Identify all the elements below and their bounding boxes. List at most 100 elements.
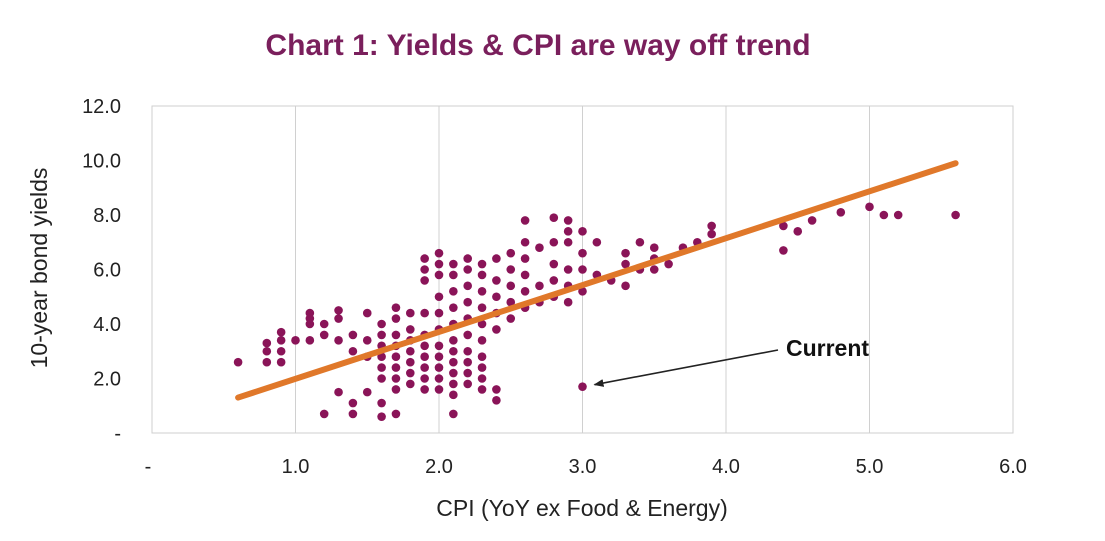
- data-point: [406, 357, 415, 367]
- data-point: [520, 270, 530, 280]
- data-point: [707, 229, 716, 239]
- data-point: [420, 341, 429, 351]
- plot-frame: [151, 105, 1014, 434]
- y-tick-label: 8.0: [93, 205, 121, 227]
- data-point: [449, 270, 458, 280]
- data-point: [549, 259, 559, 269]
- data-point: [391, 409, 401, 419]
- data-point: [463, 281, 473, 291]
- data-point: [592, 237, 602, 247]
- x-tick-label: 6.0: [999, 456, 1027, 478]
- data-point: [477, 352, 487, 362]
- data-point: [434, 292, 444, 302]
- data-point: [520, 287, 530, 296]
- data-point: [305, 336, 315, 345]
- data-point: [449, 379, 458, 389]
- data-point: [420, 374, 429, 383]
- data-point: [520, 237, 530, 247]
- data-point: [391, 374, 401, 383]
- data-point: [549, 213, 559, 223]
- data-point: [463, 297, 473, 307]
- data-point: [434, 308, 444, 318]
- data-point: [865, 202, 874, 212]
- data-point: [377, 412, 386, 421]
- data-point: [334, 387, 343, 397]
- trendline: [235, 160, 959, 401]
- data-point: [233, 357, 243, 367]
- data-point: [420, 254, 429, 263]
- y-tick-label: 6.0: [93, 260, 121, 282]
- data-point: [635, 237, 645, 247]
- data-point: [434, 270, 444, 280]
- data-point: [377, 330, 386, 340]
- y-tick-label: -: [114, 423, 121, 445]
- data-point: [391, 352, 401, 362]
- data-point: [391, 303, 401, 312]
- data-point: [506, 281, 516, 291]
- data-point: [563, 237, 573, 247]
- data-point: [362, 387, 372, 397]
- data-point: [879, 210, 889, 220]
- data-point: [406, 346, 415, 356]
- data-point: [549, 237, 559, 247]
- data-point: [793, 227, 803, 236]
- data-point: [492, 292, 501, 302]
- data-point: [434, 352, 444, 362]
- data-point: [578, 227, 587, 236]
- data-point: [391, 330, 401, 340]
- annotation-arrow: [593, 349, 779, 387]
- data-point: [262, 338, 272, 348]
- data-point: [535, 243, 544, 252]
- data-point: [406, 368, 415, 378]
- data-point: [463, 368, 473, 378]
- data-point: [434, 341, 444, 351]
- data-point: [649, 265, 659, 274]
- data-point: [477, 287, 487, 296]
- data-point: [262, 357, 272, 367]
- data-point: [319, 330, 329, 340]
- x-axis-title: CPI (YoY ex Food & Energy): [436, 495, 728, 521]
- x-tick-label: 5.0: [856, 456, 884, 478]
- data-point: [951, 210, 960, 220]
- data-point: [621, 281, 630, 291]
- data-point: [549, 276, 559, 285]
- data-point: [506, 314, 516, 323]
- data-point: [348, 398, 358, 408]
- x-tick-label: 3.0: [569, 456, 597, 478]
- data-point: [434, 259, 444, 269]
- data-point: [477, 303, 487, 312]
- data-point: [449, 409, 458, 419]
- y-tick-label: 2.0: [93, 369, 121, 391]
- data-point: [807, 216, 817, 225]
- y-tick-label: 10.0: [82, 151, 121, 173]
- data-point: [276, 357, 286, 367]
- data-point: [406, 379, 415, 389]
- data-point: [362, 336, 372, 345]
- data-point: [449, 368, 458, 378]
- data-point: [449, 390, 458, 400]
- x-tick-label: 2.0: [425, 456, 453, 478]
- data-point: [449, 259, 458, 269]
- annotation-label: Current: [786, 335, 869, 361]
- data-point: [449, 346, 458, 356]
- data-point: [377, 398, 386, 408]
- chart-title: Chart 1: Yields & CPI are way off trend: [265, 29, 810, 62]
- data-point: [377, 374, 386, 383]
- data-point: [492, 385, 501, 394]
- data-point: [449, 287, 458, 296]
- data-point: [578, 287, 587, 296]
- data-point: [477, 319, 487, 329]
- data-point: [463, 254, 473, 263]
- data-point: [463, 265, 473, 274]
- data-point: [420, 276, 429, 285]
- data-point: [621, 248, 630, 258]
- data-point: [563, 297, 573, 307]
- data-point: [563, 227, 573, 236]
- data-point: [463, 357, 473, 367]
- data-point: [420, 385, 429, 394]
- data-point: [391, 385, 401, 394]
- data-point: [506, 297, 516, 307]
- data-point: [305, 308, 315, 318]
- data-point: [621, 259, 630, 269]
